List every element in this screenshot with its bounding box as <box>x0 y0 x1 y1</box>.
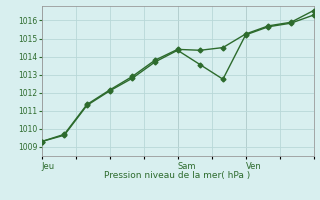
Text: Ven: Ven <box>246 162 261 171</box>
Text: Jeu: Jeu <box>42 162 55 171</box>
Text: Sam: Sam <box>178 162 196 171</box>
X-axis label: Pression niveau de la mer( hPa ): Pression niveau de la mer( hPa ) <box>104 171 251 180</box>
